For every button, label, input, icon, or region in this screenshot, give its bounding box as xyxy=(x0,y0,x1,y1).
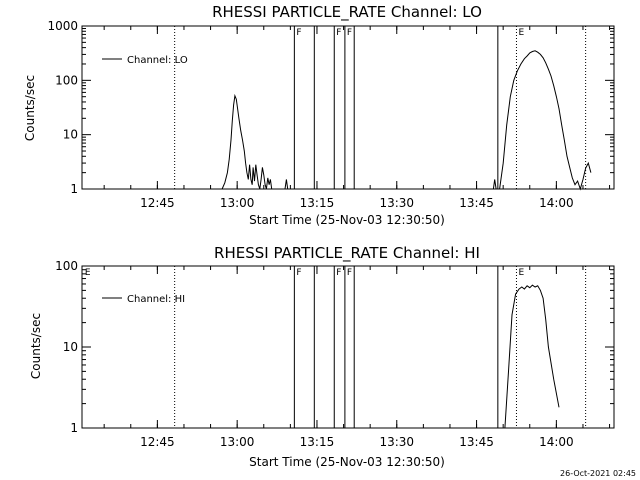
panel-hi-xlabel: Start Time (25-Nov-03 12:30:50) xyxy=(249,455,445,469)
panel-hi-legend: Channel: HI xyxy=(102,294,185,305)
panel-lo-ytick-label: 1 xyxy=(70,182,78,196)
panel-lo-flag-label: E xyxy=(518,28,524,38)
panel-hi-ytick-label: 10 xyxy=(63,340,78,354)
panel-lo-ytick-label: 1000 xyxy=(47,19,78,33)
panel-hi-xtick-label: 13:00 xyxy=(220,435,255,449)
panel-hi-flag-label: E xyxy=(518,268,524,278)
panel-hi-ytick-label: 100 xyxy=(55,259,78,273)
panel-hi-series xyxy=(504,284,560,429)
panel-hi-xtick-label: 12:45 xyxy=(140,435,175,449)
panel-hi-flag-label: F xyxy=(347,268,352,278)
panel-lo-ticks: 12:45 13:00 13:15 13:30 13:45 14:00 1 10 100 1000 xyxy=(47,19,614,210)
panel-lo-flag-label: F xyxy=(336,28,341,38)
panel-lo-xlabel: Start Time (25-Nov-03 12:30:50) xyxy=(249,213,445,227)
panel-hi-flag-label: E xyxy=(85,268,91,278)
panel-lo-ylabel: Counts/sec xyxy=(23,75,37,141)
panel-lo: RHESSI PARTICLE_RATE Channel: LO Start T… xyxy=(23,3,615,227)
panel-lo-xtick-label: 12:45 xyxy=(140,196,175,210)
panel-hi-xtick-label: 13:30 xyxy=(379,435,414,449)
generation-timestamp: 26-Oct-2021 02:45 xyxy=(560,469,636,478)
panel-lo-flag-label: F xyxy=(347,28,352,38)
panel-lo-ytick-label: 100 xyxy=(55,73,78,87)
panel-lo-xtick-label: 14:00 xyxy=(539,196,574,210)
panel-lo-series-line xyxy=(492,179,497,190)
panel-hi-series-line xyxy=(504,284,560,429)
panel-lo-series-line xyxy=(284,179,289,190)
panel-hi-ytick-label: 1 xyxy=(70,421,78,435)
panel-lo-xtick-label: 13:30 xyxy=(379,196,414,210)
panel-hi: RHESSI PARTICLE_RATE Channel: HI Start T… xyxy=(29,244,615,469)
panel-hi-ylabel: Counts/sec xyxy=(29,313,43,379)
panel-lo-ytick-label: 10 xyxy=(63,128,78,142)
panel-hi-plot-frame xyxy=(81,265,615,429)
panel-hi-xtick-label: 13:45 xyxy=(459,435,494,449)
panel-hi-title: RHESSI PARTICLE_RATE Channel: HI xyxy=(214,244,480,263)
panel-hi-xtick-label: 14:00 xyxy=(539,435,574,449)
panel-lo-legend: Channel: LO xyxy=(102,55,188,66)
panel-lo-xtick-label: 13:45 xyxy=(459,196,494,210)
panel-lo-xtick-label: 13:15 xyxy=(300,196,335,210)
panel-hi-flag-label: F xyxy=(296,268,301,278)
panel-hi-flag-label: F xyxy=(336,268,341,278)
panel-lo-series-line xyxy=(221,93,273,190)
panel-lo-plot-frame xyxy=(81,25,615,190)
panel-lo-xtick-label: 13:00 xyxy=(220,196,255,210)
panel-hi-xtick-label: 13:15 xyxy=(300,435,335,449)
panel-lo-series xyxy=(221,50,592,191)
panel-lo-title: RHESSI PARTICLE_RATE Channel: LO xyxy=(212,3,482,22)
panel-lo-series-line xyxy=(499,50,592,191)
panel-lo-legend-label: Channel: LO xyxy=(127,55,188,66)
panel-hi-legend-label: Channel: HI xyxy=(127,294,185,305)
panel-hi-ticks: 12:45 13:00 13:15 13:30 13:45 14:00 1 10 100 xyxy=(55,259,614,449)
panel-lo-flag-label: F xyxy=(296,28,301,38)
